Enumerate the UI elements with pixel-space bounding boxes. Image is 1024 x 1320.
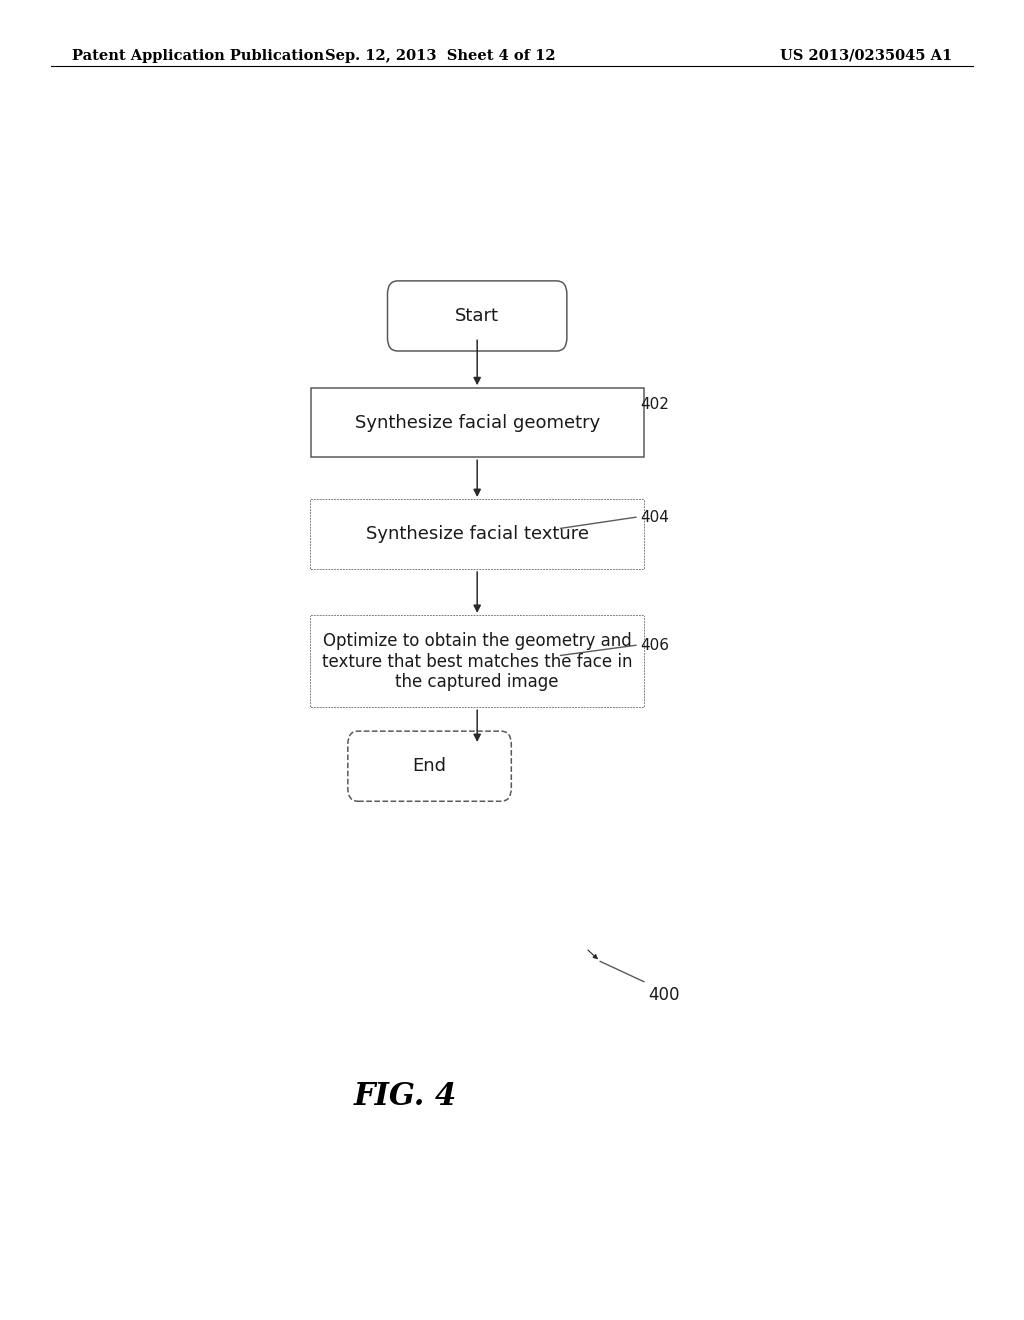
Text: Synthesize facial geometry: Synthesize facial geometry [354,413,600,432]
Bar [310,615,644,708]
Text: Patent Application Publication: Patent Application Publication [72,49,324,63]
Text: US 2013/0235045 A1: US 2013/0235045 A1 [780,49,952,63]
Text: 404: 404 [640,510,669,524]
Bar [310,500,644,569]
FancyBboxPatch shape [387,281,567,351]
Text: Optimize to obtain the geometry and
texture that best matches the face in
the ca: Optimize to obtain the geometry and text… [322,632,633,692]
Text: Start: Start [456,308,499,325]
Text: 406: 406 [640,638,669,653]
FancyBboxPatch shape [348,731,511,801]
Text: Sep. 12, 2013  Sheet 4 of 12: Sep. 12, 2013 Sheet 4 of 12 [325,49,556,63]
Text: 402: 402 [640,397,669,412]
Bar [310,388,644,457]
Text: Synthesize facial texture: Synthesize facial texture [366,525,589,544]
Text: 400: 400 [648,986,679,1003]
Text: End: End [413,758,446,775]
Text: FIG. 4: FIG. 4 [354,1081,458,1111]
